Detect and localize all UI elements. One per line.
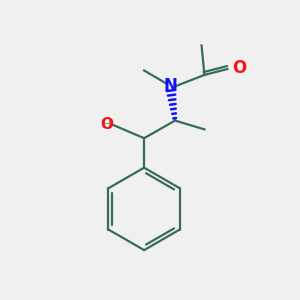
- Text: O: O: [100, 117, 113, 132]
- Text: O: O: [232, 59, 247, 77]
- Text: H: H: [101, 118, 111, 131]
- Text: N: N: [164, 77, 178, 95]
